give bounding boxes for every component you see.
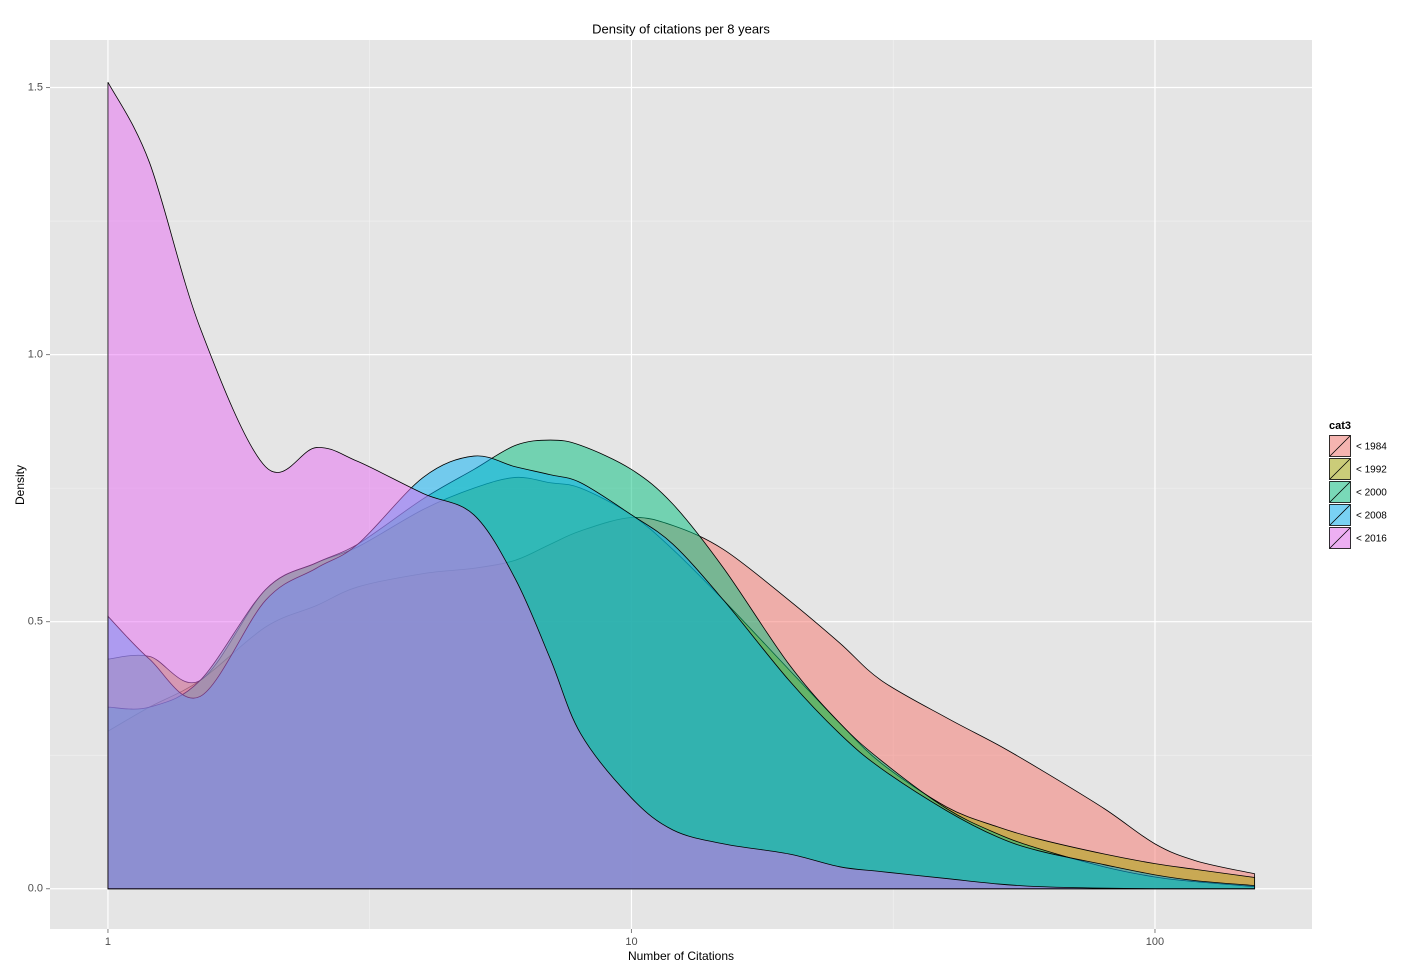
density-area — [107, 82, 1255, 890]
legend-swatch-line — [1329, 435, 1351, 457]
y-tick-label: 1.5 — [28, 81, 43, 93]
x-tick-label: 100 — [1146, 936, 1164, 948]
legend-title: cat3 — [1329, 420, 1351, 432]
legend-swatch-line — [1329, 458, 1351, 480]
y-axis-label: Density — [13, 465, 27, 505]
x-tick-label: 1 — [105, 936, 111, 948]
legend-swatch-line — [1329, 504, 1351, 526]
legend-label: < 2016 — [1356, 534, 1387, 545]
axes: 0.0 0.5 1.0 1.5 1 10 100 — [28, 81, 1164, 947]
legend-label: < 2000 — [1356, 488, 1387, 499]
legend-label: < 2008 — [1356, 511, 1387, 522]
legend: cat3 < 1984 < 1992 < 2000 < 2008 < 2016 — [1328, 420, 1387, 550]
x-tick-label: 10 — [625, 936, 637, 948]
chart-title: Density of citations per 8 years — [592, 21, 770, 36]
areas — [107, 82, 1256, 890]
legend-label: < 1984 — [1356, 442, 1387, 453]
y-tick-label: 0.0 — [28, 883, 43, 895]
y-tick-label: 1.0 — [28, 349, 43, 361]
legend-label: < 1992 — [1356, 465, 1387, 476]
y-tick-label: 0.5 — [28, 616, 43, 628]
legend-swatch-line — [1329, 527, 1351, 549]
legend-swatch-line — [1329, 481, 1351, 503]
x-axis-label: Number of Citations — [628, 949, 734, 963]
